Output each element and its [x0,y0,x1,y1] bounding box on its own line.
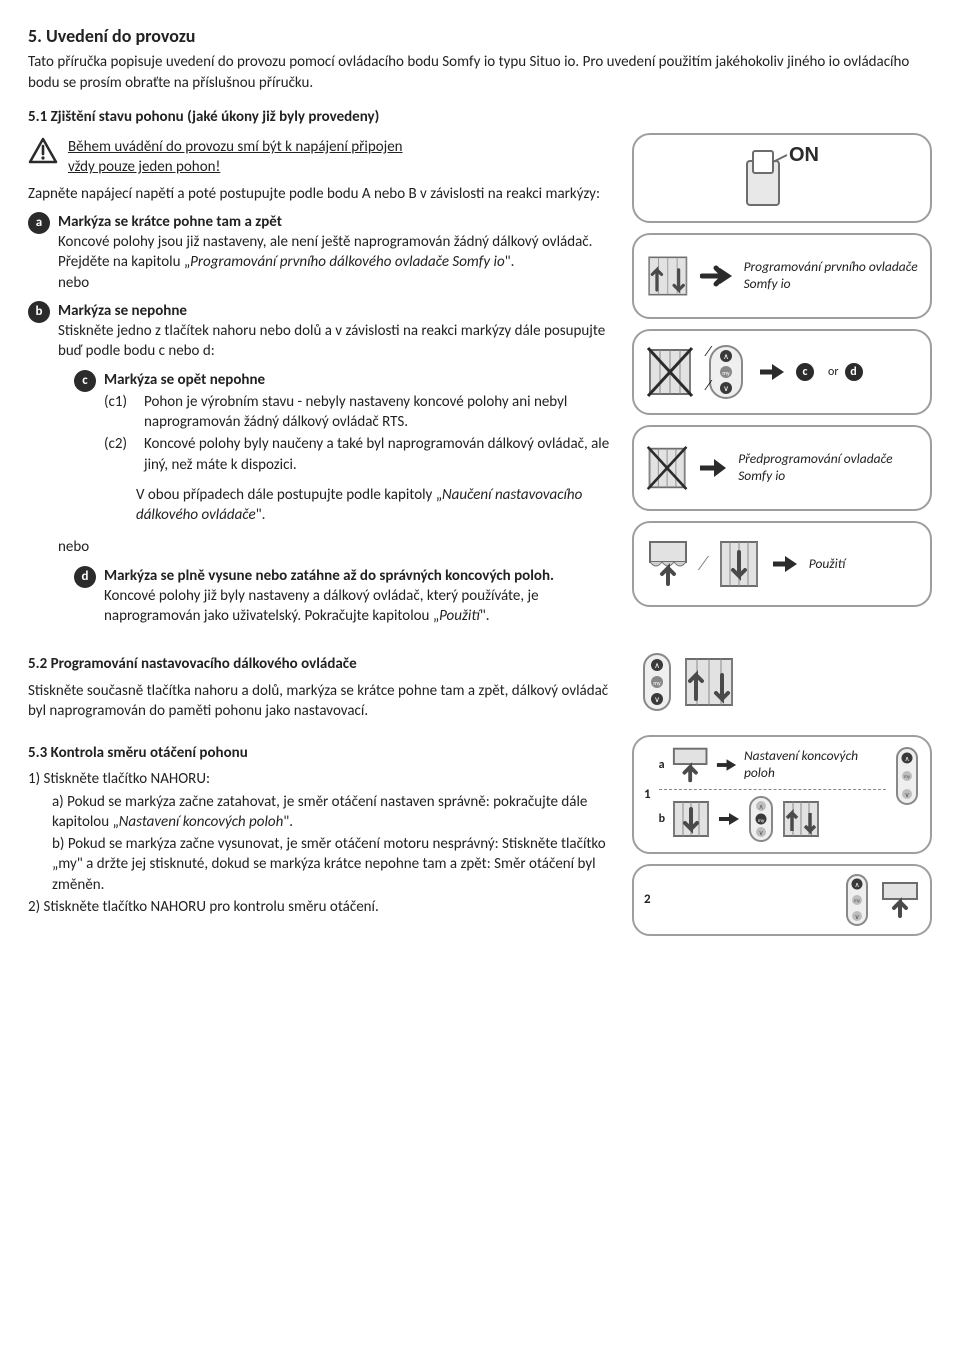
fig-preprog: Předprogramování ovladače Somfy io [632,425,932,511]
arrow-right-icon [771,554,799,574]
awning-down-icon [717,538,761,590]
arrow-right-icon [758,362,786,382]
svg-text:∨: ∨ [854,912,859,921]
fig-preprog-label: Předprogramování ovladače Somfy io [738,451,918,485]
remote-icon: ∧ my ∨ [640,650,674,714]
fig-use-label: Použití [809,556,846,573]
svg-text:∨: ∨ [654,695,660,705]
c-both: V obou případech dále postupujte podle k… [136,485,614,526]
svg-text:∧: ∧ [904,754,909,763]
fig-b-choice: ∧ my ∨ ⁄⁄ c or d [632,329,932,415]
a-text: Koncové polohy jsou již nastaveny, ale n… [58,232,614,273]
s53-b: b) Pokud se markýza začne vysunovat, je … [52,834,614,895]
fig-on: ON [632,133,932,223]
awning-up-icon [671,745,709,785]
badge-a: a [28,212,50,234]
warning-text: Během uvádění do provozu smí být k napáj… [68,137,403,178]
arrow-right-icon [715,757,738,773]
slash-icon: ⁄ [700,551,707,578]
section-5-title: 5. Uvedení do provozu [28,24,932,48]
svg-text:∨: ∨ [904,790,909,799]
arrow-right-icon [717,811,741,827]
badge-b: b [28,301,50,323]
section-5-intro: Tato příručka popisuje uvedení do provoz… [28,52,932,93]
awning-up-icon [880,880,920,920]
svg-text:∧: ∧ [758,802,763,811]
sub-5-2-text: Stiskněte současně tlačítka nahoru a dol… [28,681,614,722]
c2-text: Koncové polohy byly naučeny a také byl n… [144,434,614,475]
fig-n1: 1 [644,786,651,804]
remote-up-icon: ∧ my ∨ [844,872,870,928]
warn-line1: Během uvádění do provozu smí být k napáj… [68,138,403,156]
a-nebo: nebo [58,273,614,293]
arrow-right-icon [698,457,728,479]
awning-crossed-icon [646,440,688,496]
fig-or: or [828,364,839,380]
arrow-right-icon [700,264,734,288]
left-column: Během uvádění do provozu smí být k napáj… [28,133,614,628]
awning-updown-icon [781,799,821,839]
s53-line1: 1) Stiskněte tlačítko NAHORU: [28,769,614,789]
svg-text:ON: ON [789,145,819,166]
svg-text:∧: ∧ [654,661,660,671]
b-title: Markýza se nepohne [58,301,614,321]
sub-5-3-heading: 5.3 Kontrola směru otáčení pohonu [28,743,614,763]
badge-d: d [74,566,96,588]
remote-my-icon: ∧ my ∨ [747,794,775,844]
svg-text:∧: ∧ [854,880,859,889]
awning-crossed-icon [646,344,694,400]
c1-text: Pohon je výrobním stavu - nebyly nastave… [144,392,614,433]
post-warn-text: Zapněte napájecí napětí a poté postupujt… [28,184,614,204]
sub-5-1-heading: 5.1 Zjištění stavu pohonu (jaké úkony ji… [28,107,932,127]
fig-direction: 1 a Nastavení koncových poloh b [632,735,932,854]
fig-badge-c: c [796,363,814,381]
awning-down-icon [671,799,711,839]
d-title: Markýza se plně vysune nebo zatáhne až d… [104,566,614,586]
right-column: ON Programování prvního ovladače Somfy i… [632,133,932,607]
svg-text:my: my [758,818,765,824]
awning-updown-icon [646,248,690,304]
remote-icon: ∧ my ∨ ⁄⁄ [704,342,748,402]
s53-line2: 2) Stiskněte tlačítko NAHORU pro kontrol… [28,897,614,917]
warn-line2: vždy pouze jeden pohon! [68,158,220,176]
svg-text:∨: ∨ [723,384,729,394]
c1-label: (c1) [104,392,136,433]
badge-c: c [74,370,96,392]
remote-up-icon: ∧ my ∨ [894,745,920,807]
fig-direction-label: Nastavení koncových poloh [744,748,886,782]
svg-text:∨: ∨ [758,828,763,837]
fig-use: ⁄ Použití [632,521,932,607]
switch-on-icon: ON [727,145,837,211]
svg-text:my: my [722,369,730,377]
nebo-2: nebo [58,537,614,557]
fig-na: a [659,757,665,773]
fig-direction-2: 2 ∧ my ∨ [632,864,932,936]
fig-prog-first-label: Programování prvního ovladače Somfy io [744,259,918,293]
fig-nb: b [659,811,665,827]
svg-text:my: my [904,774,911,780]
fig-n2: 2 [644,891,651,909]
a-title: Markýza se krátce pohne tam a zpět [58,212,614,232]
b-text: Stiskněte jedno z tlačítek nahoru nebo d… [58,321,614,362]
fig-prog-first: Programování prvního ovladače Somfy io [632,233,932,319]
c2-label: (c2) [104,434,136,475]
svg-text:my: my [653,679,661,687]
awning-up-icon [646,538,690,590]
s53-a: a) Pokud se markýza začne zatahovat, je … [52,792,614,833]
c-title: Markýza se opět nepohne [104,370,614,390]
sub-5-2-heading: 5.2 Programování nastavovacího dálkového… [28,654,614,674]
warning-icon [28,137,58,171]
svg-text:∧: ∧ [723,352,729,362]
d-text: Koncové polohy již byly nastaveny a dálk… [104,586,614,627]
fig-badge-d: d [845,363,863,381]
awning-updown-icon [682,655,736,709]
svg-text:my: my [854,898,861,904]
